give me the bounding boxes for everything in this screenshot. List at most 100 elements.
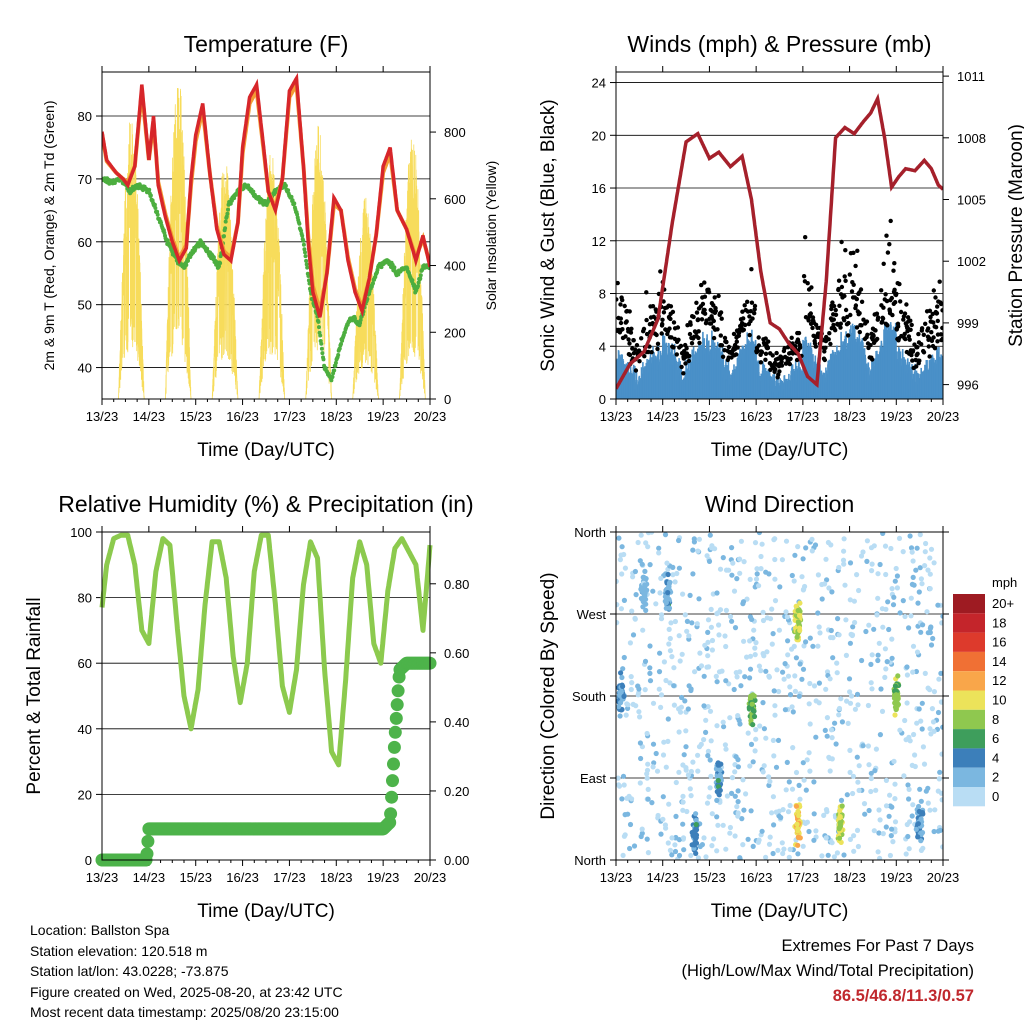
direction-point [904, 700, 910, 706]
direction-point [772, 556, 778, 563]
temperature-data [102, 72, 430, 399]
dewpoint-point [211, 255, 216, 260]
y2-tick-label: 0.80 [444, 577, 469, 592]
gust-point [854, 325, 860, 330]
gust-point [907, 337, 912, 342]
cluster-point [617, 713, 623, 719]
direction-point [721, 724, 727, 730]
winds-data [616, 93, 943, 399]
gust-point [809, 285, 814, 290]
direction-point [666, 626, 672, 633]
direction-point [835, 616, 841, 622]
direction-point [633, 703, 639, 709]
direction-point [735, 713, 741, 719]
direction-point [706, 558, 713, 565]
direction-point [653, 601, 659, 607]
x-tick-label: 14/23 [646, 870, 679, 885]
direction-point [740, 601, 746, 607]
gust-point [747, 314, 752, 319]
gust-point [857, 329, 862, 335]
direction-point [690, 759, 696, 765]
gust-point [749, 267, 754, 272]
direction-point [832, 720, 838, 726]
gust-point [891, 268, 896, 273]
direction-point [890, 839, 896, 845]
direction-point [667, 635, 673, 642]
direction-point [659, 612, 665, 618]
direction-point [672, 618, 679, 625]
dewpoint-point [332, 368, 337, 373]
direction-point [910, 643, 917, 649]
dewpoint-point [306, 278, 311, 283]
direction-point [813, 734, 819, 740]
direction-point [938, 670, 943, 676]
direction-point [744, 654, 750, 660]
direction-point [801, 777, 807, 783]
direction-point [940, 724, 943, 730]
direction-point [743, 791, 749, 797]
solar-insolation-series [118, 87, 426, 399]
direction-point [775, 847, 781, 853]
direction-point [913, 567, 919, 573]
legend-swatch [953, 651, 985, 672]
winds-ylabel-right: Station Pressure (Maroon) [1006, 124, 1024, 347]
direction-point [772, 536, 778, 542]
direction-point [747, 638, 753, 644]
direction-point [639, 826, 645, 832]
direction-point [645, 786, 651, 793]
gust-point [797, 345, 803, 350]
cluster-point [619, 674, 625, 681]
gust-point [858, 287, 864, 292]
gust-point [734, 352, 739, 357]
gust-point [644, 317, 649, 323]
direction-point [680, 807, 686, 813]
direction-point [829, 589, 835, 595]
direction-point [625, 702, 631, 708]
direction-point [927, 555, 933, 561]
direction-point [670, 564, 676, 571]
gust-point [790, 351, 796, 356]
direction-point [940, 844, 943, 850]
direction-point [663, 764, 669, 770]
direction-point [635, 692, 641, 698]
precip-point [387, 740, 401, 754]
direction-point [845, 720, 851, 727]
gust-point [870, 357, 875, 362]
dewpoint-point [223, 226, 228, 231]
direction-point [801, 643, 807, 649]
gust-point [914, 364, 919, 369]
direction-point [708, 738, 714, 744]
precip-point [386, 774, 399, 788]
direction-point [880, 532, 886, 536]
direction-point [802, 820, 809, 827]
direction-point [928, 731, 934, 737]
x-tick-label: 20/23 [414, 870, 447, 885]
dewpoint-point [418, 276, 423, 281]
direction-point [751, 627, 757, 633]
x-tick-label: 17/23 [273, 870, 306, 885]
gust-point [822, 357, 827, 363]
direction-point [658, 831, 664, 837]
direction-point [729, 790, 735, 797]
direction-point [627, 845, 633, 852]
direction-point [676, 769, 682, 775]
x-tick-label: 16/23 [740, 409, 773, 424]
direction-point [797, 796, 803, 802]
direction-point [769, 606, 775, 612]
cluster-point [717, 767, 723, 773]
direction-point [773, 764, 780, 770]
direction-point [851, 833, 857, 839]
dewpoint-point [330, 374, 335, 379]
direction-point [844, 792, 850, 798]
gust-point [833, 307, 838, 313]
direction-point [847, 597, 853, 603]
gust-point [879, 288, 884, 293]
gust-point [659, 331, 664, 336]
direction-point [868, 680, 874, 686]
direction-point [723, 607, 730, 614]
gust-point [929, 330, 934, 335]
dewpoint-point [418, 273, 423, 278]
gust-point [909, 352, 914, 358]
cluster-point [663, 599, 669, 605]
gust-point [695, 317, 701, 322]
